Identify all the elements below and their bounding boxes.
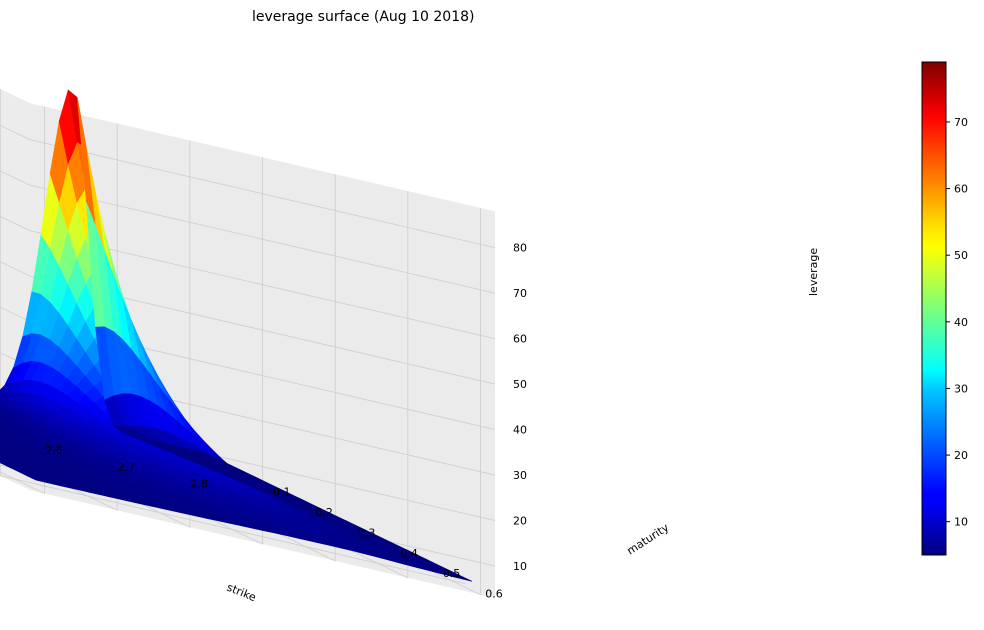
z-tick-label: 70 <box>513 287 527 300</box>
y-axis-label: maturity <box>625 521 672 558</box>
colorbar-tick-label: 20 <box>954 449 968 462</box>
gridline-z <box>0 124 496 249</box>
colorbar-tick-label: 50 <box>954 249 968 262</box>
surface-facet <box>0 393 5 397</box>
x-tick-label: 2.8 <box>190 478 208 491</box>
y-tick-label: 0.6 <box>485 588 503 601</box>
z-tick-label: 30 <box>513 469 527 482</box>
x-tick-label: 2.6 <box>45 444 63 457</box>
gridline-y <box>0 88 466 585</box>
z-tick-label: 60 <box>513 333 527 346</box>
x-tick-label: 2.7 <box>118 461 136 474</box>
gridline-z <box>0 261 496 385</box>
gridline-x <box>0 123 118 511</box>
gridline-z <box>0 170 496 294</box>
y-tick-label: 0.2 <box>315 506 333 519</box>
z-tick-label: 50 <box>513 378 527 391</box>
colorbar-tick-label: 60 <box>954 183 968 196</box>
y-tick-label: 0.1 <box>273 485 291 498</box>
axis-ticks: 2.22.32.42.52.62.72.80.10.20.30.40.50.61… <box>45 242 527 601</box>
colorbar-tick-label: 40 <box>954 316 968 329</box>
colorbar: 10 20 30 40 50 60 70 <box>921 61 968 556</box>
gridline-z <box>0 215 496 340</box>
y-tick-label: 0.4 <box>400 547 418 560</box>
y-tick-label: 0.3 <box>358 526 376 539</box>
colorbar-gradient <box>921 61 947 556</box>
chart-title: leverage surface (Aug 10 2018) <box>252 9 475 25</box>
x-axis-label: strike <box>225 581 258 605</box>
z-tick-label: 20 <box>513 515 527 528</box>
z-axis-label: leverage <box>807 248 820 296</box>
surface-facet <box>195 450 214 458</box>
z-tick-label: 80 <box>513 242 527 255</box>
z-tick-label: 40 <box>513 424 527 437</box>
leverage-surface <box>0 89 473 582</box>
colorbar-tick-label: 10 <box>954 516 968 529</box>
colorbar-tick-label: 30 <box>954 382 968 395</box>
colorbar-ticks: 10 20 30 40 50 60 70 <box>946 116 968 529</box>
colorbar-tick-label: 70 <box>954 116 968 129</box>
z-tick-label: 10 <box>513 560 527 573</box>
y-tick-label: 0.5 <box>443 567 461 580</box>
